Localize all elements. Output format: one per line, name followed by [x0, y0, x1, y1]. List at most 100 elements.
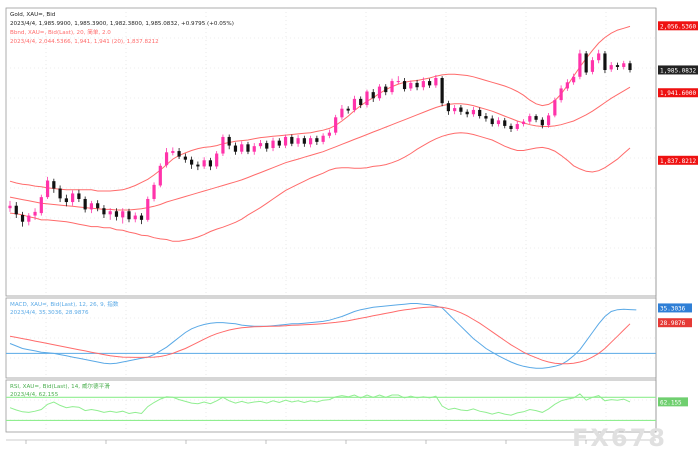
candle-body: [315, 138, 319, 142]
candle-body: [440, 78, 444, 104]
candle-body: [459, 107, 463, 112]
candle-body: [390, 81, 394, 93]
candle-body: [290, 136, 294, 144]
candle-body: [453, 108, 457, 112]
macd-info-line: 2023/4/4, 35.3036, 28.9876: [10, 310, 89, 316]
candle-body: [590, 60, 595, 72]
candle-body: [158, 165, 162, 186]
candle-body: [127, 211, 131, 220]
candle-body: [296, 138, 300, 144]
candle-body: [252, 146, 256, 152]
price-tag-text: 1,941.6000: [660, 90, 697, 97]
rsi-info-line: RSI, XAU=, Bid(Last), 14, 威尔德平滑: [10, 382, 110, 390]
candle-body: [334, 117, 338, 133]
candle-body: [515, 124, 519, 129]
watermark-text: FX678: [572, 424, 667, 452]
candle-body: [233, 145, 238, 152]
price-tag-bg: [658, 21, 698, 31]
candle-body: [265, 143, 269, 149]
candle-body: [177, 151, 181, 157]
candle-body: [202, 160, 206, 167]
price-tag-text: 2,056.5360: [660, 23, 697, 30]
price-info-line: Gold, XAU=, Bid: [10, 12, 56, 18]
macd-info-line: MACD, XAU=, Bid(Last), 12, 26, 9, 指数: [10, 300, 119, 308]
candle-body: [409, 82, 413, 89]
candle-body: [346, 108, 350, 111]
candle-body: [146, 198, 150, 220]
candle-body: [465, 111, 469, 115]
price-info-line: 2023/4/4, 1,985.9900, 1,985.3900, 1,982.…: [10, 21, 234, 27]
candle-body: [133, 215, 137, 220]
candle-body: [578, 53, 582, 77]
candle-body: [509, 125, 513, 129]
candle-body: [622, 63, 626, 67]
candle-body: [77, 193, 81, 199]
candle-body: [434, 78, 438, 86]
candle-body: [352, 98, 357, 110]
candle-body: [190, 159, 194, 165]
candle-body: [615, 65, 620, 67]
rsi-value-tag-text: 62.155: [660, 399, 682, 406]
candle-body: [309, 138, 313, 145]
bollinger-lower-band: [9, 132, 631, 242]
macd-line: [9, 303, 637, 369]
candle-body: [365, 91, 369, 106]
price-tag-text: 1,985.0832: [660, 67, 697, 74]
candle-body: [277, 140, 281, 146]
candle-body: [553, 100, 557, 116]
price-info-line: Bbnd, XAU=, Bid(Last), 20, 简单, 2.0: [10, 28, 111, 36]
candle-body: [8, 205, 12, 209]
candle-body: [540, 119, 544, 126]
candle-body: [478, 109, 482, 117]
candle-body: [96, 203, 100, 209]
macd-value-tag-bg: [658, 318, 692, 328]
rsi-line: [9, 393, 631, 416]
price-tag-bg: [658, 155, 698, 165]
candle-body: [171, 151, 175, 153]
candle-body: [603, 53, 607, 71]
candle-body: [503, 120, 507, 126]
rsi-value-tag-bg: [658, 397, 688, 407]
candle-body: [628, 63, 632, 71]
candle-body: [546, 115, 551, 126]
candle-body: [33, 211, 37, 216]
candle-body: [327, 132, 331, 136]
candle-body: [340, 108, 344, 118]
price-info-line: 2023/4/4, 2,044.5366, 1,941, 1,941 (20),…: [10, 39, 159, 45]
candle-body: [83, 198, 87, 210]
candle-body: [139, 215, 144, 220]
candle-body: [584, 53, 588, 73]
macd-value-tag-text: 28.9876: [660, 320, 686, 327]
candle-body: [258, 143, 263, 147]
candle-body: [196, 164, 200, 167]
bollinger-upper-band: [9, 25, 631, 192]
candle-body: [471, 109, 476, 115]
candle-body: [446, 103, 450, 112]
macd-value-tag-text: 35.3036: [660, 305, 686, 312]
candle-body: [528, 116, 532, 122]
candle-body: [221, 136, 225, 154]
candle-body: [240, 144, 244, 152]
candle-body: [164, 152, 169, 166]
macd-value-tag-bg: [658, 303, 692, 313]
candle-body: [559, 88, 563, 101]
macd-signal-line: [9, 306, 631, 365]
candle-body: [102, 208, 106, 215]
candle-body: [58, 188, 62, 199]
candle-body: [496, 120, 501, 125]
candle-body: [321, 135, 325, 142]
candle-body: [27, 215, 31, 222]
candle-body: [597, 53, 601, 61]
candle-body: [427, 81, 432, 86]
candle-body: [52, 181, 56, 189]
candle-body: [14, 205, 18, 215]
candle-body: [534, 116, 538, 120]
candle-body: [39, 197, 43, 214]
candle-body: [71, 193, 75, 203]
candle-body: [271, 140, 275, 149]
candle-body: [89, 203, 94, 210]
candle-body: [283, 136, 288, 146]
candle-body: [490, 118, 494, 125]
